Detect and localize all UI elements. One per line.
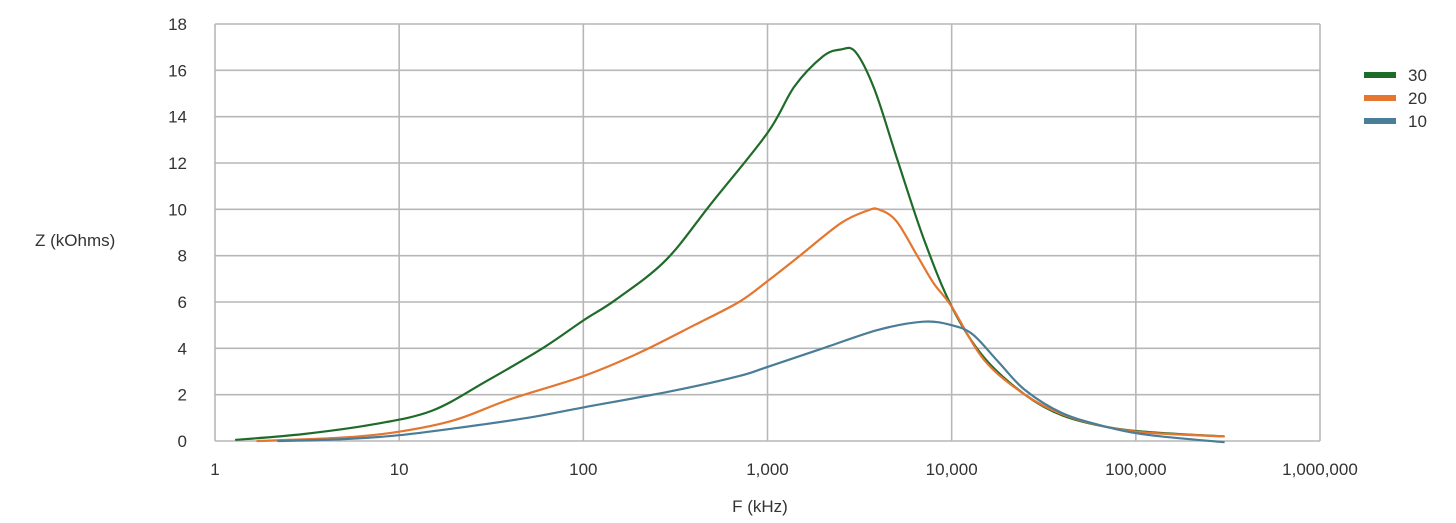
x-tick-label: 10,000 <box>926 460 978 479</box>
x-axis-label: F (kHz) <box>732 497 788 516</box>
y-tick-label: 10 <box>168 200 187 219</box>
x-tick-label: 1,000 <box>746 460 789 479</box>
series-line-20 <box>256 207 1225 443</box>
y-tick-label: 14 <box>168 108 187 127</box>
legend-swatch-10 <box>1364 118 1396 124</box>
y-tick-label: 18 <box>168 15 187 34</box>
legend-swatch-30 <box>1364 72 1396 78</box>
series-lines <box>234 46 1225 444</box>
legend-label: 20 <box>1408 89 1427 108</box>
series-line-10 <box>277 320 1225 444</box>
x-tick-label: 1,000,000 <box>1282 460 1358 479</box>
y-tick-label: 2 <box>178 386 187 405</box>
y-tick-label: 8 <box>178 247 187 266</box>
y-tick-label: 12 <box>168 154 187 173</box>
legend-label: 30 <box>1408 66 1427 85</box>
legend-label: 10 <box>1408 112 1427 131</box>
x-tick-label: 1 <box>210 460 219 479</box>
x-tick-label: 100 <box>569 460 597 479</box>
grid <box>214 23 1321 442</box>
y-tick-label: 16 <box>168 61 187 80</box>
y-tick-label: 0 <box>178 432 187 451</box>
y-tick-label: 4 <box>178 339 187 358</box>
x-tick-label: 10 <box>390 460 409 479</box>
series-line-30 <box>234 46 1225 441</box>
tick-labels: 0 2 4 6 8 10 12 14 16 18 1 10 100 1,000 10,000 100,000 1… <box>168 15 1358 479</box>
x-tick-label: 100,000 <box>1105 460 1166 479</box>
y-tick-label: 6 <box>178 293 187 312</box>
legend-swatch-20 <box>1364 95 1396 101</box>
y-axis-label: Z (kOhms) <box>35 231 115 250</box>
legend: 30 20 10 <box>1364 66 1427 131</box>
